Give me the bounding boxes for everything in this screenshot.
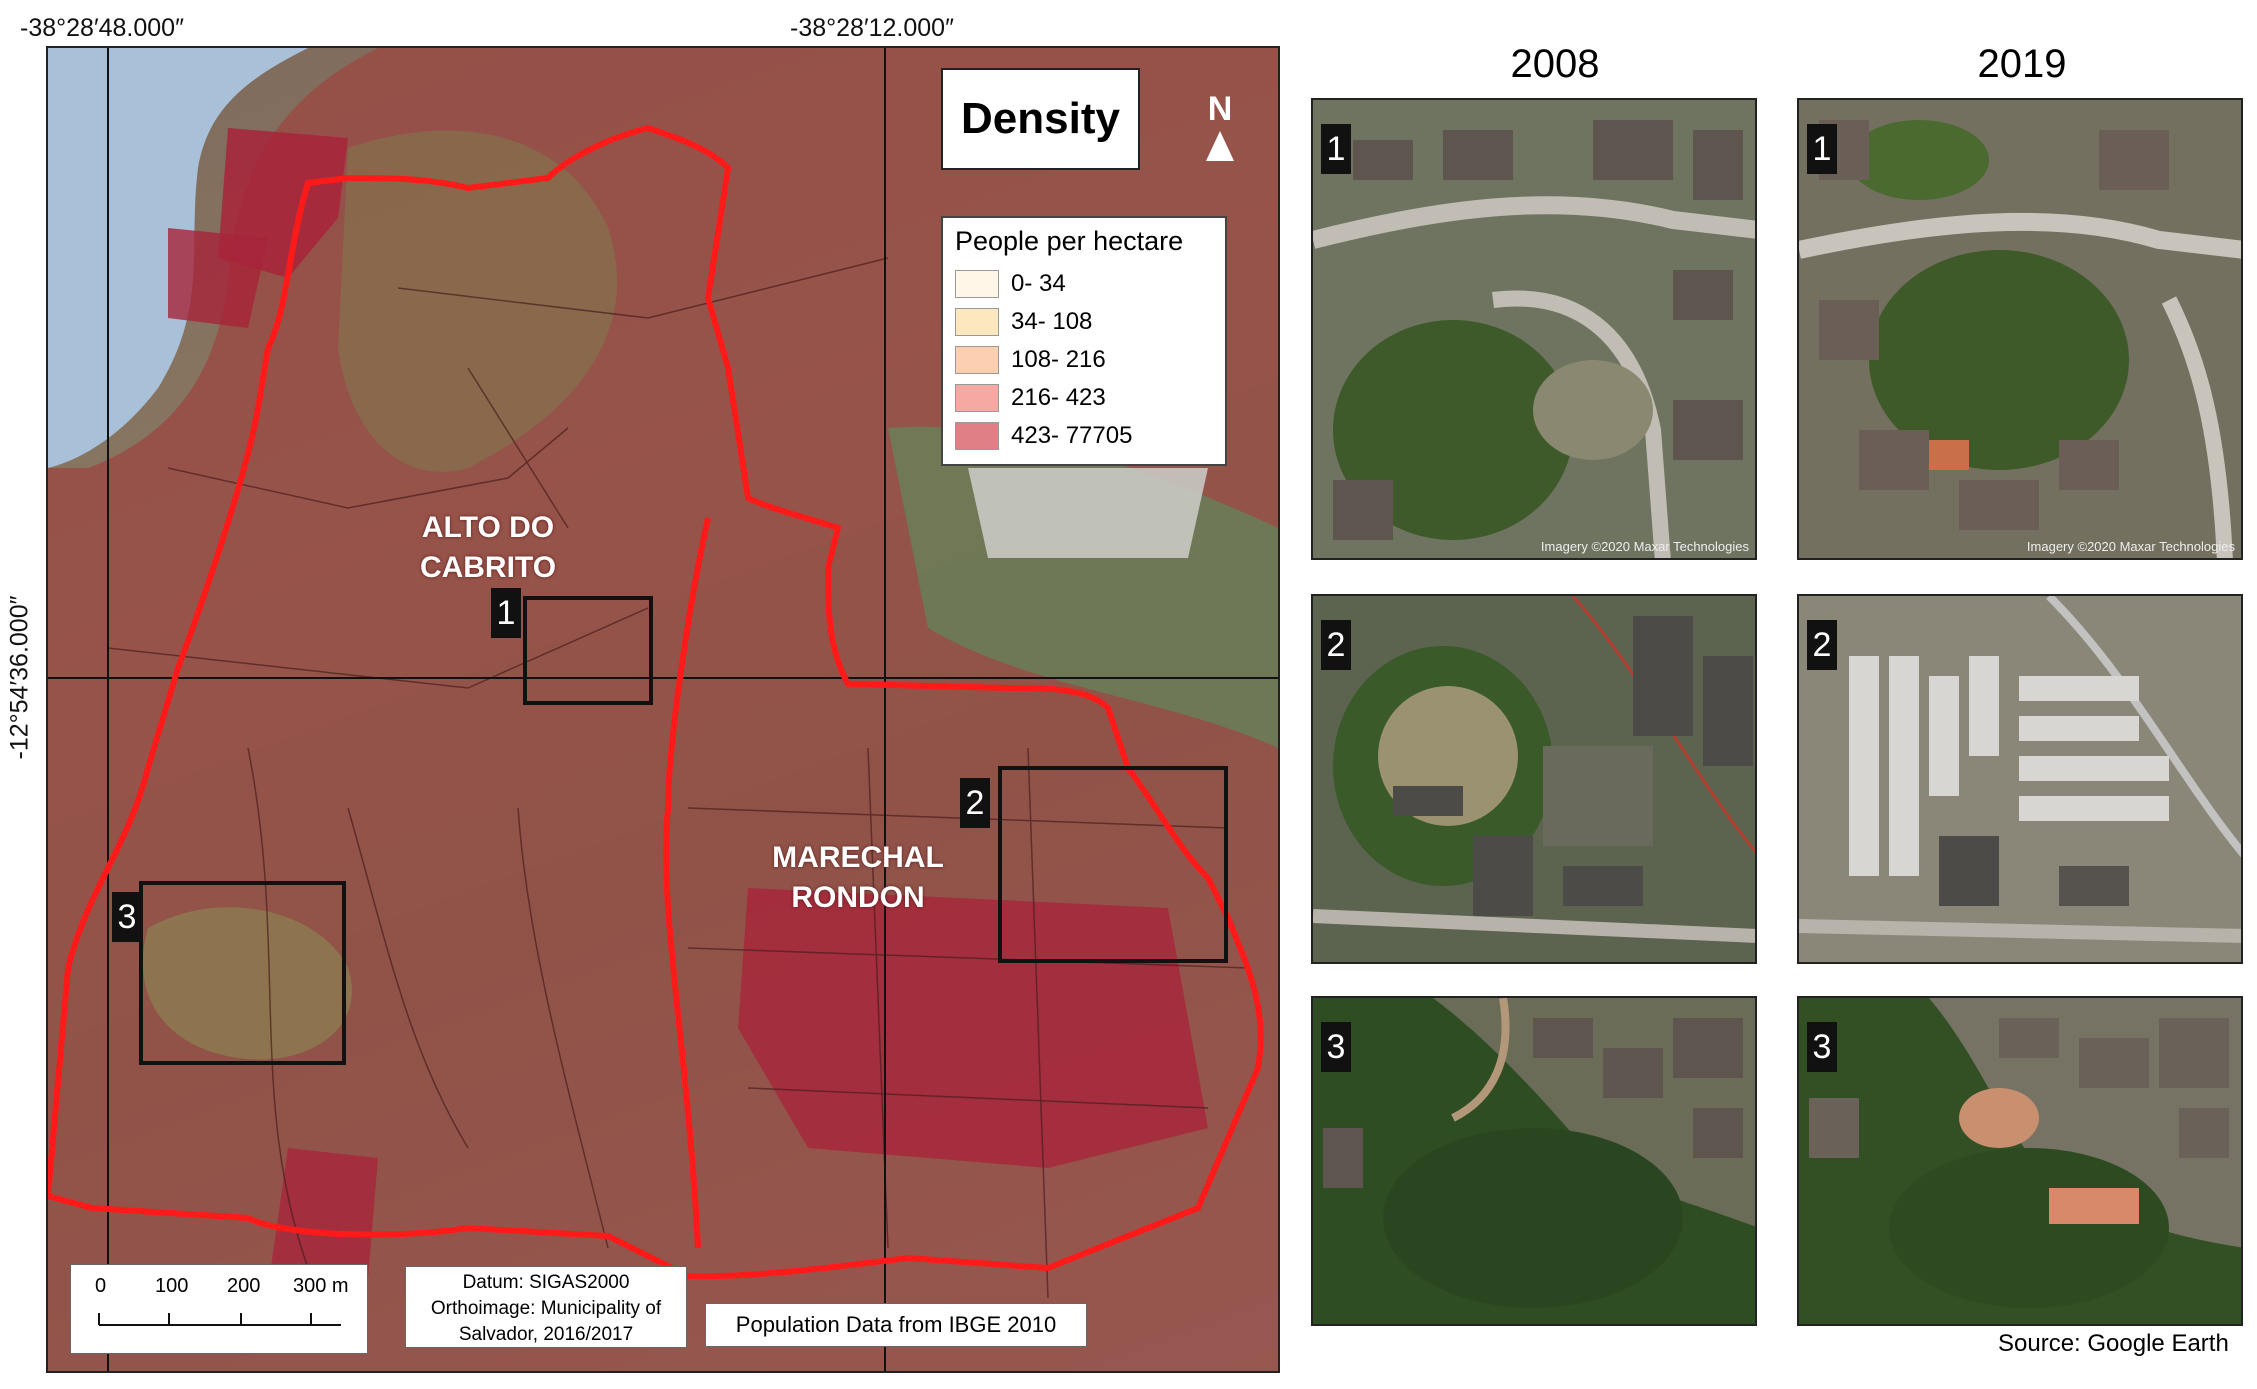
sample-boxes bbox=[139, 596, 1228, 1065]
block-boundaries bbox=[107, 257, 1249, 1299]
sample-box-3 bbox=[139, 881, 346, 1065]
legend-label: 0- 34 bbox=[1011, 270, 1066, 297]
photo-2008-site-1: 1 Imagery ©2020 Maxar Technologies bbox=[1311, 98, 1757, 560]
legend-swatch bbox=[955, 308, 999, 336]
source-note: Source: Google Earth bbox=[1998, 1330, 2229, 1357]
scale-label: 200 bbox=[227, 1275, 261, 1297]
scale-bar-graphic bbox=[98, 1313, 341, 1326]
longitude-label-right: -38°28′12.000″ bbox=[790, 14, 954, 42]
legend-item: 423- 77705 bbox=[955, 417, 1213, 455]
green-zone-3 bbox=[142, 907, 352, 1060]
sample-box-2 bbox=[998, 766, 1228, 963]
neighborhood-label-alto-do-cabrito: ALTO DO CABRITO bbox=[419, 511, 557, 584]
scale-label: 300 m bbox=[293, 1275, 349, 1297]
photo-2008-site-3: 3 bbox=[1311, 996, 1757, 1326]
row-label: 1 bbox=[1807, 124, 1837, 174]
neighborhood-label-marechal-rondon: MARECHAL RONDON bbox=[772, 841, 944, 914]
sample-box-1 bbox=[523, 596, 653, 705]
legend-title: People per hectare bbox=[955, 226, 1184, 256]
photo-2008-site-2: 2 bbox=[1311, 594, 1757, 964]
datum-note: Datum: SIGAS2000 Orthoimage: Municipalit… bbox=[405, 1266, 687, 1348]
legend-swatch bbox=[955, 270, 999, 298]
density-map: Density N People per hectare 0- 34 34- 1… bbox=[46, 46, 1280, 1373]
photo-2019-site-3: 3 bbox=[1797, 996, 2243, 1326]
photo-2019-site-2: 2 bbox=[1797, 594, 2243, 964]
scale-label: 100 bbox=[155, 1275, 189, 1297]
row-label: 1 bbox=[1321, 124, 1351, 174]
north-arrow-icon bbox=[1206, 131, 1234, 161]
green-zone-1 bbox=[338, 130, 618, 472]
graticule bbox=[48, 48, 1278, 1371]
legend-swatch bbox=[955, 384, 999, 412]
datum-line: Salvador, 2016/2017 bbox=[458, 1324, 634, 1345]
legend-label: 216- 423 bbox=[1011, 384, 1106, 411]
aerial-image bbox=[1799, 998, 2241, 1324]
population-source-note: Population Data from IBGE 2010 bbox=[705, 1303, 1087, 1347]
aerial-image bbox=[1313, 998, 1755, 1324]
aerial-image bbox=[1313, 596, 1755, 962]
datum-line: Orthoimage: Municipality of bbox=[430, 1298, 662, 1319]
photo-2019-site-1: 1 Imagery ©2020 Maxar Technologies bbox=[1797, 98, 2243, 560]
legend-item: 108- 216 bbox=[955, 341, 1213, 379]
dense-block-c bbox=[738, 888, 1208, 1168]
neighborhood-divider bbox=[662, 517, 711, 1249]
sample-box-3-label: 3 bbox=[112, 892, 142, 942]
legend-label: 108- 216 bbox=[1011, 346, 1106, 373]
legend-swatch bbox=[955, 422, 999, 450]
scale-bar: 0 100 200 300 m bbox=[70, 1264, 368, 1354]
legend-item: 34- 108 bbox=[955, 303, 1213, 341]
dense-block-d bbox=[268, 1148, 378, 1288]
sample-box-2-label: 2 bbox=[960, 778, 990, 828]
latitude-label: -12°54′36.000″ bbox=[5, 595, 34, 760]
row-label: 3 bbox=[1807, 1022, 1837, 1072]
dense-block-b bbox=[168, 228, 268, 328]
warehouse bbox=[968, 468, 1208, 558]
row-label: 2 bbox=[1807, 620, 1837, 670]
legend-item: 216- 423 bbox=[955, 379, 1213, 417]
row-label: 3 bbox=[1321, 1022, 1351, 1072]
datum-line: Datum: SIGAS2000 bbox=[462, 1272, 630, 1293]
study-area-boundary bbox=[48, 124, 1264, 1280]
legend-label: 34- 108 bbox=[1011, 308, 1093, 335]
north-arrow: N bbox=[1198, 90, 1242, 161]
scale-label: 0 bbox=[95, 1275, 107, 1297]
aerial-image bbox=[1799, 100, 2241, 558]
aerial-image bbox=[1799, 596, 2241, 962]
year-header-2019: 2019 bbox=[1977, 42, 2067, 86]
row-label: 2 bbox=[1321, 620, 1351, 670]
longitude-label-left: -38°28′48.000″ bbox=[20, 14, 184, 42]
legend: People per hectare 0- 34 34- 108 108- 21… bbox=[941, 216, 1227, 466]
imagery-attribution: Imagery ©2020 Maxar Technologies bbox=[1540, 539, 1749, 554]
legend-swatch bbox=[955, 346, 999, 374]
map-title: Density bbox=[941, 68, 1140, 170]
sample-box-1-label: 1 bbox=[491, 588, 521, 638]
legend-label: 423- 77705 bbox=[1011, 422, 1133, 449]
year-header-2008: 2008 bbox=[1510, 42, 1600, 86]
aerial-image bbox=[1313, 100, 1755, 558]
legend-item: 0- 34 bbox=[955, 265, 1213, 303]
north-label: N bbox=[1207, 90, 1233, 128]
imagery-attribution: Imagery ©2020 Maxar Technologies bbox=[2026, 539, 2235, 554]
